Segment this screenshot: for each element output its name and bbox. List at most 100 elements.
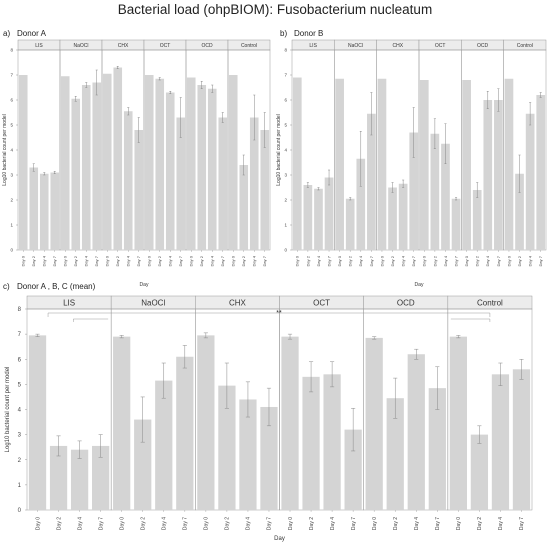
bar (386, 398, 404, 510)
x-tick-label: Day 7 (262, 255, 267, 266)
bar (134, 419, 152, 510)
y-tick-label: 2 (284, 198, 287, 203)
bar (260, 130, 270, 250)
bar (344, 429, 362, 510)
x-tick-label: Day 0 (63, 255, 68, 266)
x-tick-label: Day 4 (162, 517, 168, 530)
bar (356, 158, 366, 250)
bar (504, 78, 514, 250)
bar (377, 78, 387, 250)
bar (81, 85, 91, 250)
bar (515, 173, 524, 250)
x-tick-label: Day 4 (414, 517, 420, 530)
bar (197, 85, 207, 250)
y-tick-label: 3 (284, 173, 287, 178)
chart-donor-a: 0 1 2 3 4 5 6 7 8 Log10 bacterial count per model… (2, 39, 271, 288)
bar (536, 95, 546, 250)
bar (218, 385, 236, 510)
x-tick-label: Day 2 (390, 255, 395, 266)
bar (388, 187, 397, 250)
bar (470, 434, 489, 510)
chart-donor-b: 0 1 2 3 4 5 6 7 8 Log10 bacterial count per model… (276, 39, 547, 288)
x-tick-label: Day 0 (295, 255, 300, 266)
bar (70, 449, 89, 510)
bar (451, 198, 461, 250)
bar (197, 335, 215, 510)
bar (165, 92, 175, 250)
x-tick-label: Day 0 (189, 255, 194, 266)
facet-label-lis: LIS (309, 43, 317, 49)
y-tick-label: 3 (10, 173, 13, 178)
bar (50, 172, 60, 250)
bar (472, 190, 482, 250)
bar (176, 356, 194, 510)
bar (494, 100, 503, 250)
x-tick-label: Day 2 (393, 517, 399, 530)
y-tick-label: 1 (10, 223, 13, 228)
y-tick-label: 5 (284, 123, 287, 128)
x-tick-label: Day 0 (105, 255, 110, 266)
significance-marker: ** (276, 310, 282, 317)
bar (155, 78, 165, 250)
bar (323, 374, 341, 510)
bar (102, 73, 112, 250)
bar (491, 374, 510, 510)
y-tick-label: 2 (18, 458, 22, 464)
y-tick-label: 6 (18, 357, 22, 363)
y-tick-label: 8 (10, 48, 13, 53)
x-tick-label: Day 2 (305, 255, 310, 266)
y-tick-label: 3 (18, 433, 22, 439)
x-axis-label: Day (415, 282, 424, 288)
bar (113, 336, 131, 510)
x-tick-label: Day 4 (316, 255, 321, 266)
y-tick-label: 7 (18, 332, 22, 338)
panel-c-label: Donor A , B, C (mean) (17, 282, 96, 291)
x-tick-label: Day 2 (31, 255, 36, 266)
figure-title: Bacterial load (ohpBIOM): Fusobacterium … (117, 2, 433, 17)
bar (92, 82, 102, 250)
y-tick-label: 4 (284, 148, 287, 153)
facet-label-chx: CHX (393, 43, 404, 49)
x-tick-label: Day 4 (77, 517, 83, 530)
x-tick-label: Day 0 (337, 255, 342, 266)
facet-frame (227, 49, 271, 251)
bar (512, 369, 531, 510)
facet-label-control: Control (477, 298, 503, 307)
x-tick-label: Day 4 (126, 255, 131, 266)
x-tick-label: Day 2 (140, 517, 146, 530)
x-tick-label: Day 4 (485, 255, 490, 266)
bar (430, 133, 440, 250)
x-axis-label: Day (274, 536, 285, 542)
y-axis-label: Log10 bacterial count per model (5, 367, 11, 453)
bar (39, 173, 49, 250)
y-tick-label: 8 (284, 48, 287, 53)
y-tick-label: 0 (18, 508, 22, 514)
bar (228, 75, 238, 250)
bar (345, 198, 355, 250)
facet-label-lis: LIS (35, 43, 43, 49)
bar (28, 335, 47, 510)
facet-label-ocd: OCD (201, 43, 213, 49)
facet-label-oct: OCT (435, 43, 446, 49)
x-tick-label: Day 0 (506, 255, 511, 266)
panel-c-letter: c) (3, 282, 10, 291)
x-tick-label: Day 0 (422, 255, 427, 266)
bar (324, 177, 334, 250)
bar (292, 77, 302, 250)
bar (144, 75, 154, 250)
x-tick-label: Day 7 (351, 517, 357, 530)
bar (71, 98, 81, 250)
y-tick-label: 5 (10, 123, 13, 128)
bar (525, 113, 535, 250)
x-tick-label: Day 4 (246, 517, 252, 530)
x-tick-label: Day 2 (348, 255, 353, 266)
bar (303, 185, 313, 250)
bar (260, 406, 278, 510)
x-tick-label: Day 7 (435, 517, 441, 530)
x-tick-label: Day 2 (241, 255, 246, 266)
y-tick-label: 7 (284, 73, 287, 78)
bar (462, 80, 471, 250)
x-tick-label: Day 0 (119, 517, 125, 530)
x-tick-label: Day 0 (288, 517, 294, 530)
x-tick-label: Day 7 (183, 517, 189, 530)
